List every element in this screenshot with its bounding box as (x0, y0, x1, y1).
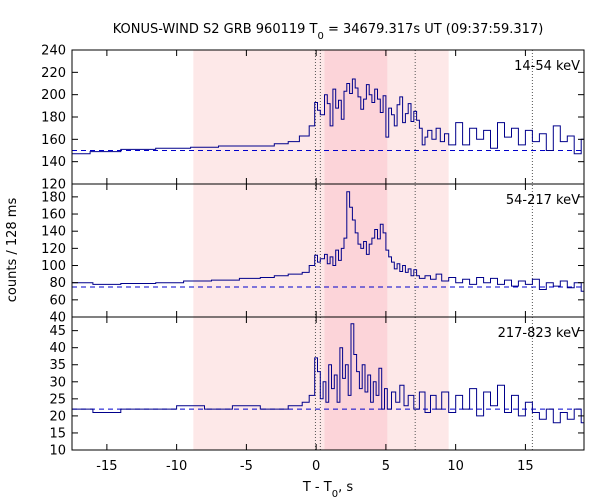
y-tick-label-1-2: 80 (49, 276, 66, 291)
chart-title: KONUS-WIND S2 GRB 960119 T0 = 34679.317s… (113, 22, 544, 42)
x-axis-title: T - T0, s (302, 480, 353, 500)
x-tick-label-2: -5 (240, 459, 253, 474)
light-curve-0 (72, 78, 584, 155)
energy-band-label-0: 14-54 keV (514, 59, 580, 74)
y-tick-label-0-0: 120 (41, 178, 66, 193)
y-tick-label-2-0: 10 (49, 444, 66, 459)
y-tick-label-1-0: 40 (49, 311, 66, 326)
y-tick-label-2-1: 15 (49, 426, 66, 441)
y-tick-label-0-5: 220 (41, 66, 66, 81)
y-tick-label-0-6: 240 (41, 44, 66, 59)
shaded-interval-0 (193, 50, 449, 450)
x-tick-label-4: 5 (382, 459, 390, 474)
y-tick-label-1-5: 140 (41, 225, 66, 240)
y-axis-title: counts / 128 ms (5, 198, 20, 303)
y-tick-label-0-2: 160 (41, 133, 66, 148)
y-tick-label-2-4: 30 (49, 375, 66, 390)
y-tick-label-1-4: 120 (41, 242, 66, 257)
y-tick-label-0-1: 140 (41, 155, 66, 170)
y-tick-label-2-6: 40 (49, 341, 66, 356)
y-tick-label-2-3: 25 (49, 392, 66, 407)
y-tick-label-1-6: 160 (41, 208, 66, 223)
x-tick-label-1: -10 (166, 459, 187, 474)
panel-2: 10 15 20 25 30 35 40 45 217-823 keV (49, 316, 585, 459)
light-curve-2 (72, 323, 584, 424)
y-tick-label-0-4: 200 (41, 88, 66, 103)
energy-band-label-2: 217-823 keV (498, 326, 581, 341)
light-curve-1 (72, 191, 584, 292)
y-tick-label-1-7: 180 (41, 190, 66, 205)
panel-0: 120 140 160 180 200 220 240 14-54 keV (41, 44, 585, 193)
x-tick-label-5: 10 (447, 459, 464, 474)
x-tick-label-6: 15 (517, 459, 534, 474)
y-tick-label-0-3: 180 (41, 111, 66, 126)
y-tick-label-1-1: 60 (49, 293, 66, 308)
x-tick-label-3: 0 (312, 459, 320, 474)
energy-band-label-1: 54-217 keV (506, 193, 580, 208)
x-tick-label-0: -15 (96, 459, 117, 474)
y-tick-label-2-5: 35 (49, 358, 66, 373)
y-tick-label-2-7: 45 (49, 324, 66, 339)
y-tick-label-2-2: 20 (49, 409, 66, 424)
y-tick-label-1-3: 100 (41, 259, 66, 274)
shaded-interval-1 (324, 50, 388, 450)
panel-frame-2 (71, 316, 585, 451)
